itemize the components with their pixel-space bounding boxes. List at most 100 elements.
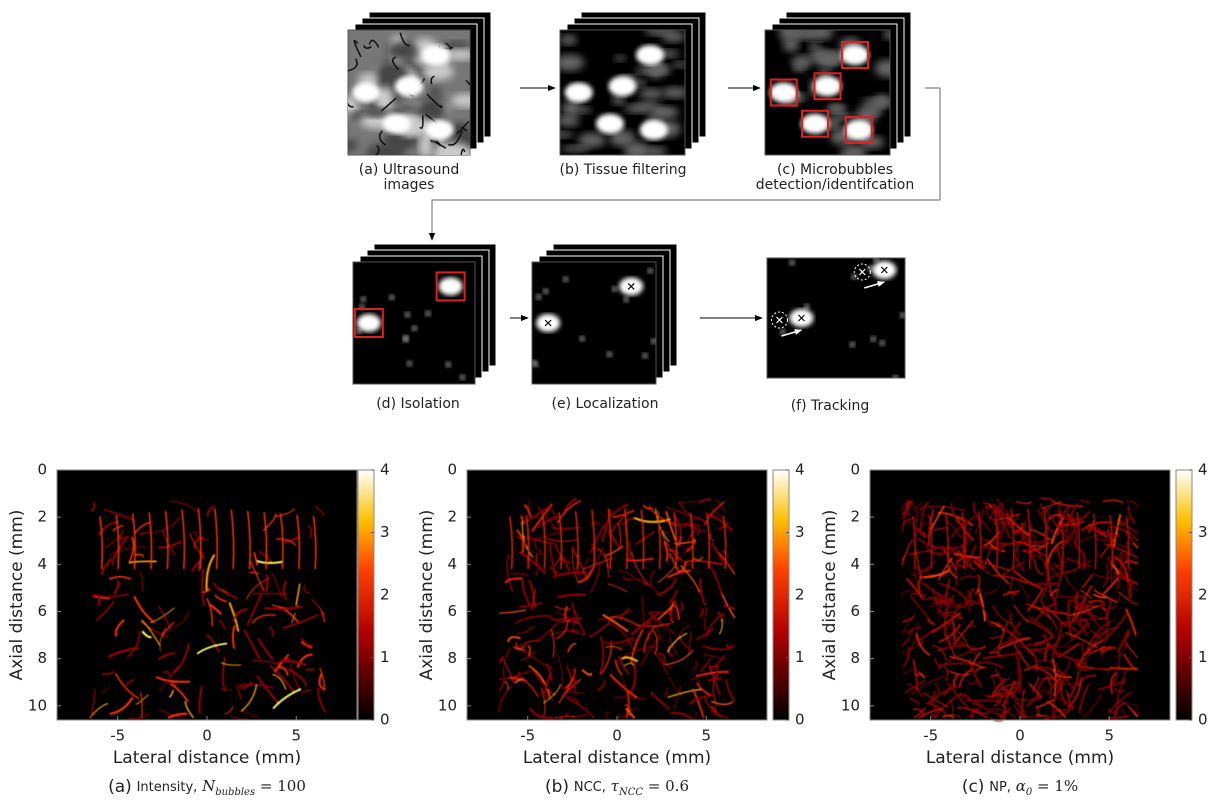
dot: [579, 336, 585, 342]
dot: [900, 312, 906, 318]
caption-prefix: (a): [108, 777, 132, 797]
tissue: [808, 42, 821, 49]
tissue: [840, 146, 867, 160]
x-tick-label: 0: [612, 727, 622, 745]
colorbar-tick-label: 0: [795, 711, 805, 729]
colorbar-tick-label: 3: [380, 523, 390, 541]
tissue: [793, 64, 805, 72]
x-tick-label: 5: [702, 727, 712, 745]
speckle: [429, 87, 442, 97]
tissue: [639, 89, 663, 100]
dot: [445, 362, 451, 368]
dot: [404, 312, 410, 318]
speckle: [365, 108, 389, 118]
y-tick-label: 2: [850, 508, 860, 526]
tissue: [635, 67, 662, 75]
bubble: [640, 120, 668, 140]
speckle: [387, 42, 418, 60]
caption-prefix: (c): [962, 777, 985, 797]
colorbar-tick-label: 1: [795, 648, 805, 666]
colorbar-tick-label: 2: [380, 586, 390, 604]
x-tick-label: -5: [520, 727, 535, 745]
tissue: [557, 115, 580, 126]
y-axis-label: Axial distance (mm): [7, 510, 27, 681]
bubble: [565, 83, 593, 103]
bubble: [426, 120, 454, 140]
dot: [651, 338, 657, 344]
colorbar-tick-label: 4: [1198, 461, 1208, 479]
image-stack: [547, 12, 706, 159]
y-tick-label: 10: [28, 696, 47, 714]
colorbar-tick-label: 1: [380, 648, 390, 666]
colorbar-tick-label: 0: [380, 711, 390, 729]
x-tick-label: 0: [1015, 727, 1025, 745]
caption-method: NCC,: [574, 780, 606, 795]
dot: [647, 268, 653, 274]
step-caption: (c) Microbubbles: [777, 162, 893, 178]
y-tick-label: 0: [447, 461, 457, 479]
tissue: [578, 133, 605, 147]
bubble: [357, 314, 381, 332]
step-caption: (f) Tracking: [791, 398, 870, 414]
map-background: [57, 470, 357, 720]
colorbar-tick-label: 2: [1198, 586, 1208, 604]
bubble: [845, 120, 873, 140]
x-tick-label: 5: [292, 727, 302, 745]
image-stack: [338, 12, 491, 166]
tissue: [662, 87, 688, 98]
y-tick-label: 2: [447, 508, 457, 526]
step-caption: detection/identifcation: [756, 177, 915, 193]
step-caption: images: [384, 177, 435, 193]
bubble: [636, 45, 664, 65]
y-tick-label: 6: [850, 602, 860, 620]
dot: [360, 296, 366, 302]
vessel: [709, 666, 720, 667]
dot: [406, 361, 412, 367]
bubble: [841, 45, 869, 65]
y-tick-label: 8: [37, 649, 47, 667]
panel-caption: (c) NP, α0 = 1%: [962, 777, 1078, 798]
caption-rel: = 1%: [1037, 777, 1078, 795]
dot: [789, 260, 795, 266]
bubble: [352, 83, 380, 103]
dot: [411, 325, 417, 331]
y-axis-label: Axial distance (mm): [820, 510, 840, 681]
y-tick-label: 6: [447, 602, 457, 620]
x-axis-label: Lateral distance (mm): [113, 748, 301, 768]
dot: [403, 335, 409, 341]
bubble: [383, 114, 411, 134]
caption-rel: = 0.6: [648, 777, 689, 795]
y-tick-label: 0: [37, 461, 47, 479]
colorbar-tick-label: 1: [1198, 648, 1208, 666]
tissue: [562, 101, 581, 117]
tissue: [579, 107, 592, 114]
y-axis-label: Axial distance (mm): [417, 510, 437, 681]
tissue: [673, 61, 687, 67]
bubble: [814, 76, 842, 96]
caption-prefix: (b): [545, 777, 569, 797]
bubble: [609, 76, 637, 96]
image-stack: [765, 12, 911, 160]
x-tick-label: 5: [1105, 727, 1115, 745]
dot: [892, 375, 898, 381]
y-tick-label: 4: [447, 555, 457, 573]
x-axis-label: Lateral distance (mm): [926, 748, 1114, 768]
y-tick-label: 2: [37, 508, 47, 526]
dot: [849, 342, 855, 348]
caption-sub: bubbles: [215, 787, 255, 798]
dot: [536, 294, 542, 300]
tissue: [635, 79, 646, 87]
bubble: [770, 83, 798, 103]
dot: [623, 296, 629, 302]
tissue: [615, 55, 626, 62]
speckle: [366, 143, 406, 164]
vessel: [266, 575, 267, 592]
vessel: [629, 541, 630, 560]
image-stack: [353, 244, 496, 384]
colorbar-tick-label: 4: [795, 461, 805, 479]
caption-sub: 0: [1026, 787, 1033, 798]
